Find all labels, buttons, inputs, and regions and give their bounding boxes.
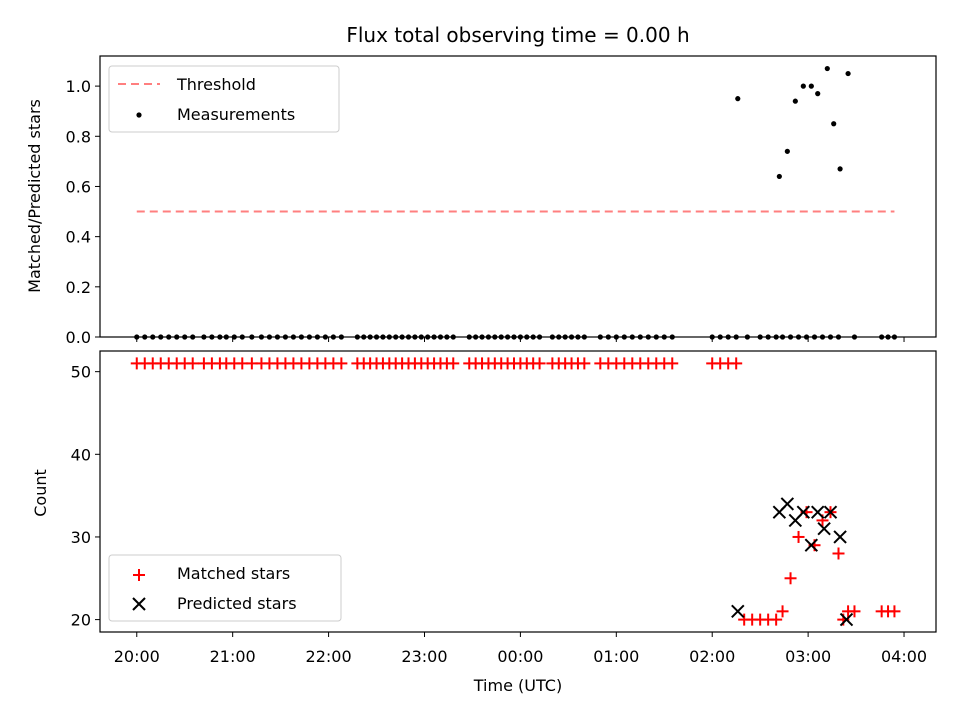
- x-tick-label: 22:00: [306, 647, 352, 666]
- predicted-x-b: [731, 604, 745, 619]
- measurement-point: [831, 121, 837, 127]
- predicted-x-b: [833, 530, 847, 544]
- matched-star-marker: [578, 357, 591, 370]
- measurement-point: [837, 166, 843, 172]
- matched-legend-label: Matched stars: [177, 564, 290, 583]
- bottom-x-axis: 20:00 21:00 22:00 23:00 00:00 01:00 02:00 03:00…: [114, 632, 927, 666]
- predicted-x-b: [817, 521, 831, 536]
- predicted-legend-label: Predicted stars: [177, 594, 297, 613]
- measurement-point: [735, 96, 741, 102]
- measurement-point: [808, 83, 814, 89]
- bottom-legend: Matched stars Predicted stars: [108, 554, 342, 622]
- matched-star-marker: [776, 605, 789, 618]
- predicted-x-b: [839, 612, 854, 627]
- predicted-star-marker: [823, 505, 838, 519]
- top-panel: 0.0 0.2 0.4 0.6 0.8 1.0 Matched/Predicted sta…: [25, 55, 937, 347]
- predicted-x-b: [796, 505, 811, 519]
- top-y-tick-label: 1.0: [66, 77, 91, 96]
- predicted-x-b: [811, 505, 825, 519]
- bottom-legend-frame: [108, 554, 342, 622]
- predicted-legend-swatch: [132, 597, 146, 611]
- predicted-star-marker: [833, 530, 847, 544]
- matched-star-marker: [335, 357, 348, 370]
- predicted-star-marker: [817, 521, 831, 536]
- x-tick-label: 00:00: [497, 647, 543, 666]
- matched-star-marker: [770, 613, 783, 626]
- measurement-point: [776, 173, 782, 180]
- chart-title: Flux total observing time = 0.00 h: [346, 23, 689, 47]
- x-tick-label: 23:00: [401, 647, 447, 666]
- predicted-star-marker: [796, 505, 811, 519]
- predicted-x-b: [804, 538, 819, 552]
- matched-star-marker: [666, 357, 679, 370]
- top-legend-frame: [108, 65, 340, 133]
- predicted-star-marker: [804, 538, 819, 552]
- bottom-axes-frame: [99, 350, 937, 633]
- top-y-tick-label: 0.0: [66, 328, 91, 347]
- measurement-point: [845, 70, 851, 77]
- bottom-marks: [130, 357, 901, 627]
- measurement-point: [800, 83, 806, 89]
- matched-star-marker: [832, 547, 845, 560]
- top-y-tick-label: 0.4: [66, 228, 91, 247]
- bottom-y-tick-label: 30: [71, 528, 91, 547]
- matched-star-marker: [533, 357, 546, 370]
- predicted-x-b: [823, 505, 838, 519]
- x-tick-label: 20:00: [114, 647, 160, 666]
- x-tick-label: 21:00: [210, 647, 256, 666]
- x-tick-label: 01:00: [593, 647, 639, 666]
- top-y-axis: 0.0 0.2 0.4 0.6 0.8 1.0: [66, 77, 905, 347]
- matched-star-marker: [888, 605, 901, 618]
- top-y-tick-label: 0.8: [66, 127, 91, 146]
- predicted-x-b: [780, 497, 795, 511]
- x-axis-label: Time (UTC): [473, 676, 562, 695]
- matched-star-marker: [186, 357, 199, 370]
- x-tick-label: 03:00: [785, 647, 831, 666]
- matched-star-marker: [730, 357, 743, 370]
- bottom-y-tick-label: 20: [71, 611, 91, 630]
- measurement-point: [792, 98, 798, 104]
- matched-star-marker: [447, 357, 460, 370]
- x-tick-label: 04:00: [881, 647, 927, 666]
- measurements-legend-swatch: [136, 112, 142, 118]
- predicted-star-marker: [780, 497, 795, 511]
- top-y-tick-label: 0.2: [66, 278, 91, 297]
- predicted-star-marker: [731, 604, 745, 619]
- predicted-star-marker: [839, 612, 854, 627]
- measurements-legend-label: Measurements: [177, 105, 295, 124]
- bottom-y-axis: 20 30 40 50: [71, 363, 100, 630]
- top-axes-frame: [99, 55, 937, 338]
- matched-star-marker: [848, 605, 861, 618]
- bottom-y-tick-label: 50: [71, 363, 91, 382]
- top-y-axis-label: Matched/Predicted stars: [25, 99, 44, 293]
- bottom-y-tick-label: 40: [71, 445, 91, 464]
- matched-star-marker: [792, 530, 805, 543]
- measurement-point: [815, 91, 821, 97]
- measurement-point: [824, 65, 830, 72]
- matched-star-marker: [784, 572, 797, 585]
- x-tick-label: 02:00: [689, 647, 735, 666]
- bottom-panel: 20 30 40 50 20:00 21:00 22:00 23:00 00:00 01:00 0…: [31, 350, 937, 695]
- threshold-legend-label: Threshold: [176, 75, 256, 94]
- measurement-point: [784, 148, 790, 154]
- matched-legend-swatch: [133, 569, 145, 581]
- top-y-tick-label: 0.6: [66, 177, 91, 196]
- top-legend: Threshold Measurements: [108, 65, 340, 133]
- predicted-star-marker: [811, 505, 825, 519]
- top-marks: [134, 65, 898, 340]
- bottom-y-axis-label: Count: [31, 469, 50, 517]
